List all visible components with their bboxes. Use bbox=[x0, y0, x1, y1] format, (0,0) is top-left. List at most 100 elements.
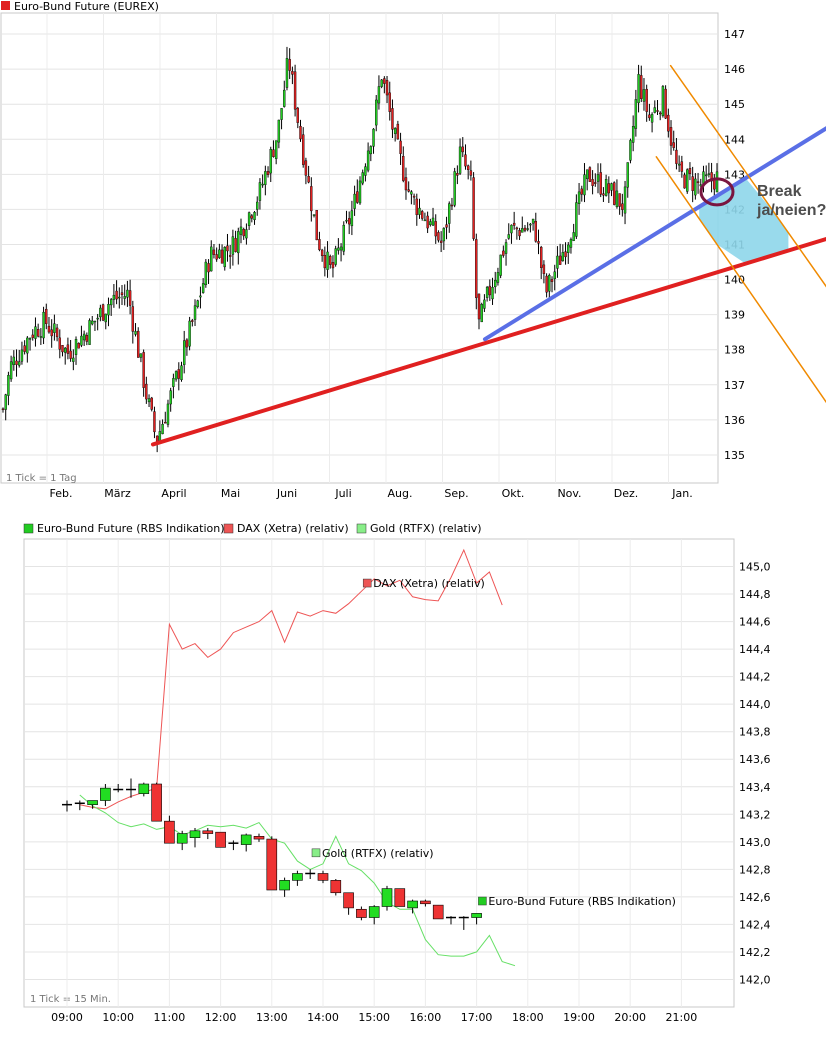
top-candle-body bbox=[610, 183, 613, 191]
top-candle-body bbox=[545, 275, 548, 293]
top-candle-body bbox=[318, 239, 321, 250]
top-candle-body bbox=[150, 397, 153, 410]
top-candle-body bbox=[331, 262, 335, 269]
top-candle-body bbox=[131, 306, 135, 332]
top-candle-body bbox=[445, 224, 448, 228]
top-candle-body bbox=[450, 204, 454, 207]
top-candle-body bbox=[310, 186, 313, 212]
top-candle-body bbox=[258, 182, 262, 201]
top-candle-body bbox=[253, 212, 256, 221]
bottom-x-tick-label: 14:00 bbox=[307, 1011, 339, 1024]
bottom-candle-body bbox=[240, 834, 252, 845]
top-candle-body bbox=[9, 361, 13, 380]
top-candle-body bbox=[215, 254, 218, 260]
bottom-x-tick-label: 21:00 bbox=[666, 1011, 698, 1024]
top-candle-body bbox=[637, 74, 640, 104]
top-candle-body bbox=[177, 369, 180, 379]
top-candle-body bbox=[269, 149, 272, 174]
top-candles bbox=[1, 46, 719, 453]
top-candle-body bbox=[212, 249, 216, 255]
series-line-2 bbox=[79, 794, 516, 967]
bottom-y-tick-label: 143,4 bbox=[739, 781, 771, 794]
top-candle-body bbox=[626, 162, 629, 188]
top-candle-body bbox=[704, 174, 708, 177]
top-candle-body bbox=[696, 181, 700, 183]
top-candle-body bbox=[20, 349, 24, 362]
series-label-swatch bbox=[478, 896, 487, 906]
legend-label-gold: Gold (RTFX) (relativ) bbox=[370, 522, 482, 535]
top-candle-body bbox=[299, 126, 302, 140]
top-candle-body bbox=[675, 149, 678, 164]
top-candle-body bbox=[434, 221, 437, 237]
top-candle-body bbox=[615, 190, 619, 208]
top-y-tick-label: 143 bbox=[724, 168, 745, 181]
top-candle-body bbox=[207, 263, 210, 273]
top-candle-body bbox=[220, 249, 224, 264]
bottom-grid bbox=[24, 539, 734, 1007]
top-candle-body bbox=[226, 245, 229, 252]
top-candle-body bbox=[702, 171, 705, 184]
top-candle-body bbox=[277, 119, 281, 143]
top-candle-body bbox=[245, 229, 248, 239]
top-candle-body bbox=[564, 251, 567, 258]
top-candle-body bbox=[153, 411, 156, 433]
top-candle-body bbox=[494, 279, 497, 288]
top-candle-body bbox=[650, 114, 654, 123]
top-candle-body bbox=[239, 226, 243, 235]
top-candle-body bbox=[572, 232, 575, 241]
top-candle-body bbox=[210, 246, 213, 272]
bottom-y-tick-label: 144,2 bbox=[739, 671, 771, 684]
bottom-series-labels: DAX (Xetra) (relativ) Gold (RTFX) (relati… bbox=[311, 577, 676, 908]
top-candle-body bbox=[707, 173, 711, 175]
top-candle-body bbox=[166, 403, 170, 425]
top-candle-body bbox=[361, 172, 364, 184]
bottom-candle-body bbox=[151, 783, 162, 822]
top-candle-body bbox=[180, 365, 183, 381]
top-candle-body bbox=[461, 146, 464, 153]
top-candle-body bbox=[174, 371, 178, 380]
bottom-y-tick-label: 143,8 bbox=[739, 726, 771, 739]
top-candle-body bbox=[667, 114, 670, 132]
top-candle-body bbox=[448, 203, 451, 224]
top-candle-body bbox=[550, 279, 554, 282]
series-label-swatch bbox=[311, 848, 321, 858]
top-candle-body bbox=[521, 228, 524, 233]
top-candle-body bbox=[364, 166, 367, 176]
top-candle-body bbox=[296, 107, 299, 123]
top-candle-body bbox=[55, 327, 59, 338]
legend-label-bund: Euro-Bund Future (RBS Indikation) bbox=[37, 522, 225, 535]
top-candle-body bbox=[88, 320, 91, 345]
top-candle-body bbox=[80, 335, 83, 346]
top-candle-body bbox=[567, 244, 570, 253]
series-label-text: Gold (RTFX) (relativ) bbox=[322, 847, 434, 860]
top-candle-body bbox=[488, 285, 492, 296]
top-candle-body bbox=[12, 356, 16, 365]
top-candle-body bbox=[147, 398, 151, 403]
top-candle-body bbox=[458, 146, 462, 174]
top-candle-body bbox=[410, 191, 413, 195]
top-candle-body bbox=[231, 236, 235, 255]
top-candle-body bbox=[1, 408, 5, 411]
top-candle-body bbox=[193, 305, 197, 320]
top-candle-body bbox=[556, 255, 559, 269]
top-candle-body bbox=[228, 255, 232, 257]
top-candle-body bbox=[115, 290, 118, 300]
top-candle-body bbox=[69, 350, 72, 359]
top-candle-body bbox=[123, 296, 126, 299]
break-circle bbox=[699, 177, 735, 207]
top-candle-body bbox=[512, 222, 516, 226]
bottom-y-tick-label: 143,0 bbox=[739, 836, 771, 849]
bottom-candle-body bbox=[356, 908, 367, 918]
top-candle-body bbox=[686, 169, 689, 192]
top-y-tick-label: 147 bbox=[724, 28, 745, 41]
top-candle-body bbox=[453, 171, 456, 206]
top-candle-body bbox=[537, 241, 540, 244]
top-candle-body bbox=[534, 221, 537, 242]
bottom-y-tick-label: 145,0 bbox=[739, 561, 771, 574]
top-candle-body bbox=[93, 320, 97, 323]
trendline-4 bbox=[655, 156, 826, 404]
top-candle-body bbox=[72, 357, 75, 362]
bottom-legend: Euro-Bund Future (RBS Indikation) DAX (X… bbox=[23, 522, 482, 535]
top-y-tick-label: 138 bbox=[724, 344, 745, 357]
bottom-x-tick-label: 17:00 bbox=[461, 1011, 493, 1024]
